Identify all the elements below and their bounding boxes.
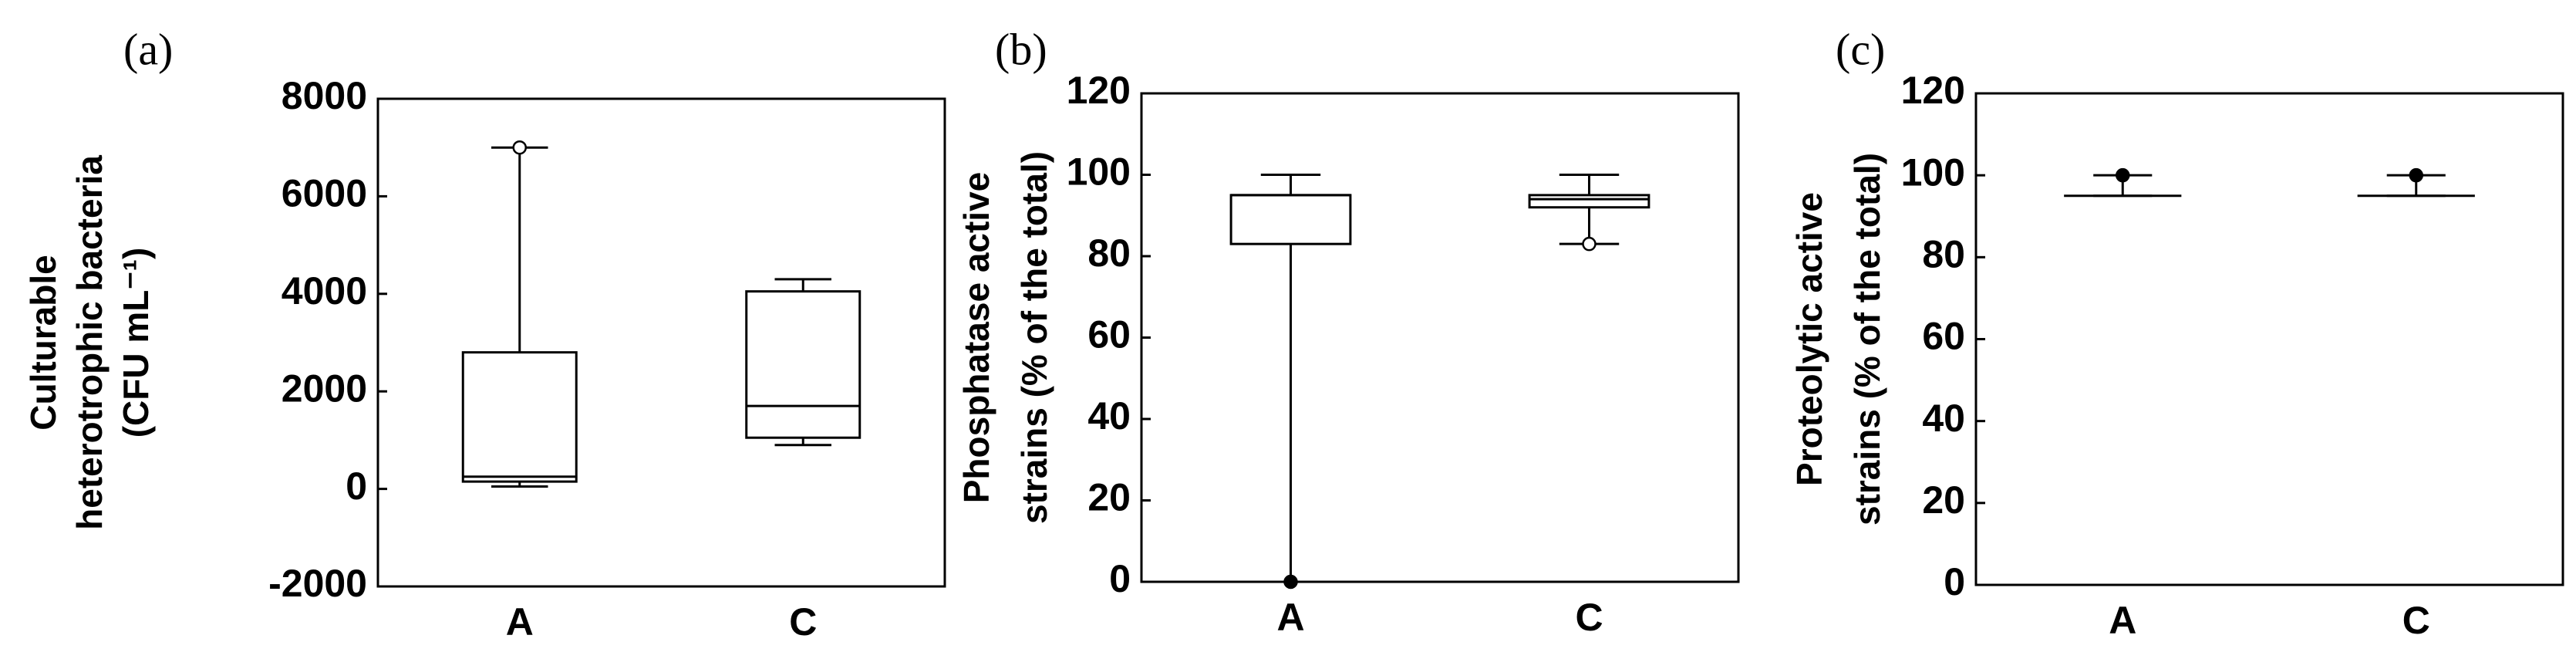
y-axis-label: (CFU mL⁻¹) bbox=[116, 248, 156, 438]
x-tick-label: C bbox=[2402, 599, 2430, 642]
y-tick-label: 20 bbox=[1922, 478, 1965, 522]
axes-frame bbox=[1974, 92, 2564, 586]
y-tick-label: 0 bbox=[346, 465, 367, 508]
y-tick-label: 0 bbox=[1109, 557, 1131, 600]
y-tick-label: 80 bbox=[1922, 233, 1965, 276]
y-axis-label: heterotrophic bacteria bbox=[69, 155, 110, 530]
y-tick-label: 120 bbox=[1067, 69, 1131, 112]
axes-frame bbox=[1140, 92, 1740, 583]
y-tick-label: 100 bbox=[1067, 150, 1131, 194]
y-tick-label: 0 bbox=[1944, 560, 1965, 603]
y-axis-label: strains (% of the total) bbox=[1847, 153, 1887, 525]
x-tick-label: A bbox=[506, 600, 534, 644]
y-tick-label: 120 bbox=[1901, 69, 1965, 112]
y-tick-label: 6000 bbox=[282, 172, 367, 215]
panel-label: (b) bbox=[995, 24, 1047, 74]
y-tick-label: 4000 bbox=[282, 269, 367, 313]
y-tick-label: 80 bbox=[1087, 231, 1131, 275]
box bbox=[1528, 194, 1650, 209]
outlier bbox=[2116, 167, 2130, 183]
y-tick-label: 100 bbox=[1901, 150, 1965, 194]
y-tick-label: 20 bbox=[1087, 476, 1131, 519]
outlier bbox=[1582, 236, 1597, 252]
y-tick-label: 2000 bbox=[282, 367, 367, 410]
y-tick-label: 60 bbox=[1922, 315, 1965, 358]
panel-label: (a) bbox=[123, 24, 173, 74]
y-axis-label: strains (% of the total) bbox=[1014, 151, 1054, 524]
panel-label: (c) bbox=[1836, 24, 1885, 74]
y-tick-label: -2000 bbox=[268, 562, 367, 605]
y-tick-label: 60 bbox=[1087, 313, 1131, 356]
box bbox=[1229, 194, 1352, 245]
box bbox=[461, 351, 578, 483]
y-axis-label: Culturable bbox=[23, 255, 63, 430]
y-tick-label: 40 bbox=[1922, 397, 1965, 440]
x-tick-label: A bbox=[1276, 596, 1304, 639]
y-axis-label: Proteolytic active bbox=[1789, 192, 1829, 486]
y-tick-label: 8000 bbox=[282, 74, 367, 117]
box bbox=[745, 290, 861, 439]
outlier bbox=[512, 140, 527, 155]
axes-frame bbox=[376, 97, 946, 588]
x-tick-label: C bbox=[789, 600, 817, 644]
x-tick-label: A bbox=[2109, 599, 2136, 642]
x-tick-label: C bbox=[1575, 596, 1603, 639]
y-tick-label: 40 bbox=[1087, 394, 1131, 438]
y-axis-label: Phosphatase active bbox=[956, 172, 996, 504]
outlier bbox=[2409, 167, 2423, 183]
